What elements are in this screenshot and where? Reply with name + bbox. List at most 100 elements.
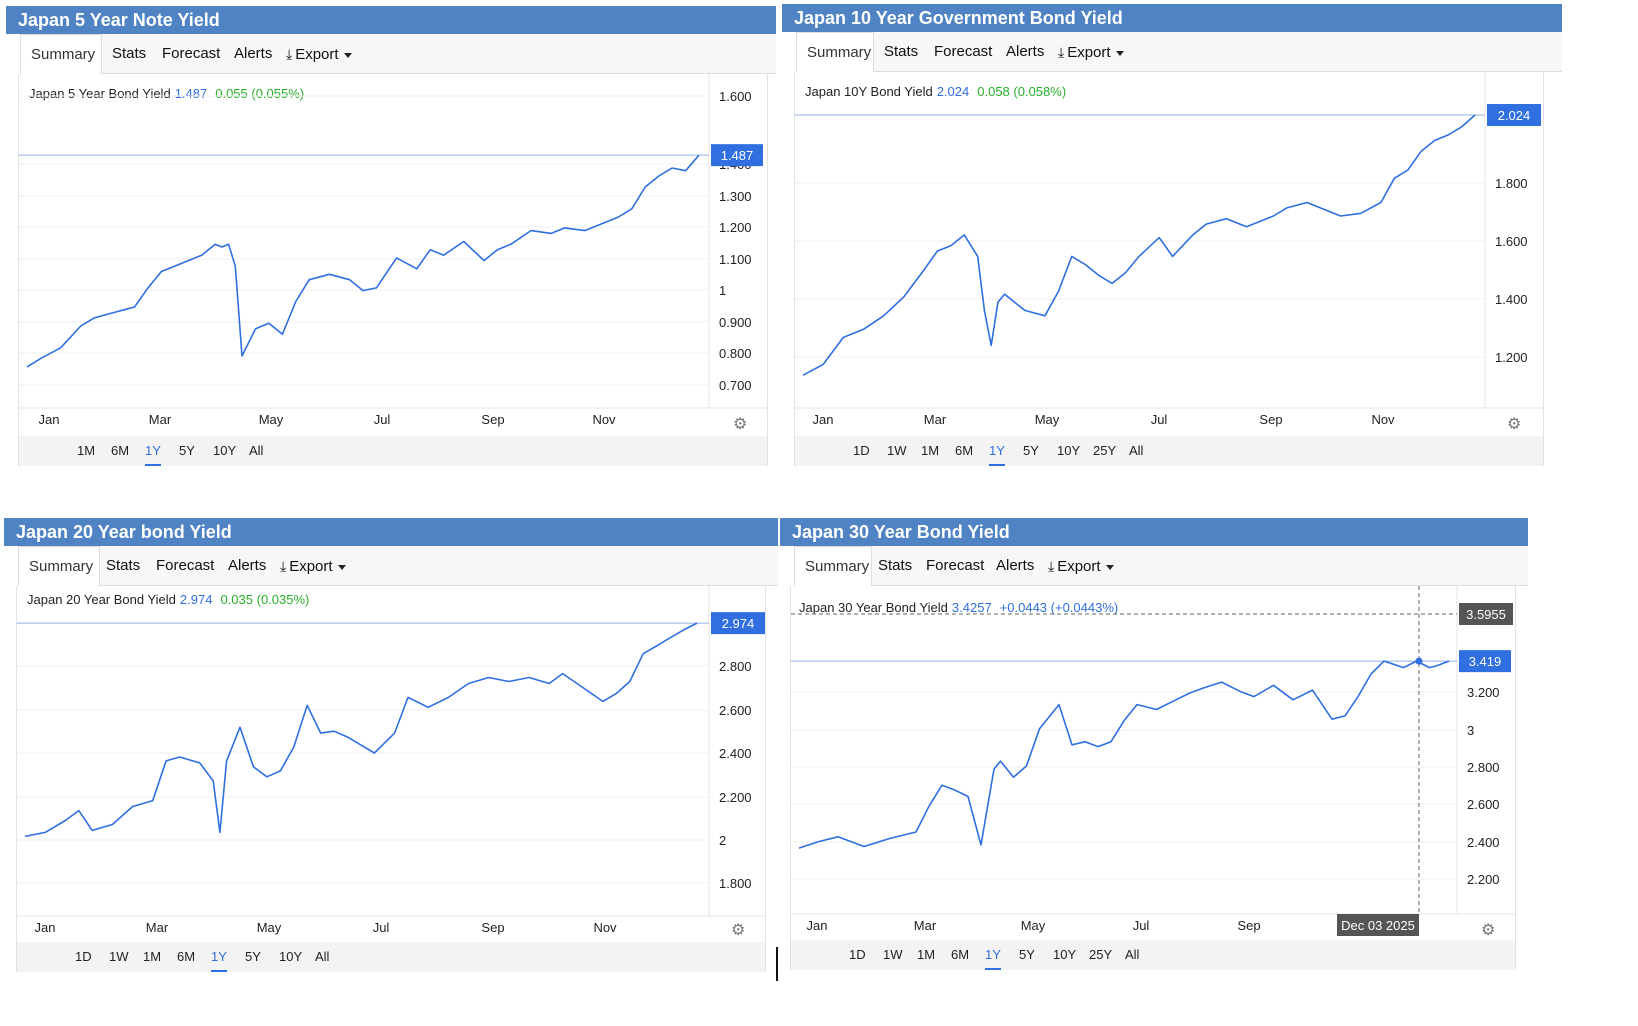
gear-icon[interactable]: ⚙ <box>733 416 748 433</box>
tab-stats[interactable]: Stats <box>112 45 147 62</box>
x-tick-label: Jan <box>35 920 56 935</box>
range-button-1m[interactable]: 1M <box>917 947 936 962</box>
tab-bar: Summary Stats Forecast Alerts ⤓ Export <box>794 546 1528 586</box>
legend-name: Japan 20 Year Bond Yield <box>27 592 176 607</box>
tab-stats[interactable]: Stats <box>106 557 141 574</box>
range-button-1d[interactable]: 1D <box>75 949 92 964</box>
tab-forecast[interactable]: Forecast <box>926 557 985 574</box>
range-button-6m[interactable]: 6M <box>111 443 130 458</box>
x-tick-label: Nov <box>1371 412 1395 427</box>
y-tick-label: 2.400 <box>1467 835 1500 850</box>
range-button-5y[interactable]: 5Y <box>1019 947 1035 962</box>
range-button-6m[interactable]: 6M <box>955 443 974 458</box>
x-tick-label: Nov <box>592 412 616 427</box>
chart-area: Japan 30 Year Bond Yield 3.4257 +0.0443 (+… <box>790 586 1516 970</box>
y-tick-label: 1.300 <box>719 189 752 204</box>
tab-export-label: Export <box>1057 558 1101 575</box>
tab-alerts[interactable]: Alerts <box>234 45 273 62</box>
tab-bar: Summary Stats Forecast Alerts ⤓ Export <box>796 32 1562 72</box>
range-button-1y[interactable]: 1Y <box>145 436 161 466</box>
tab-export[interactable]: ⤓ Export <box>1058 32 1124 72</box>
y-tick-label: 2.800 <box>1467 760 1500 775</box>
gear-icon[interactable]: ⚙ <box>731 922 746 939</box>
tab-export[interactable]: ⤓ Export <box>280 546 346 586</box>
range-selector: 1M 6M 1Y 5Y 10Y All <box>19 436 767 466</box>
range-button-1m[interactable]: 1M <box>77 443 96 458</box>
range-button-1y[interactable]: 1Y <box>985 940 1001 970</box>
tab-alerts[interactable]: Alerts <box>1006 43 1045 60</box>
legend-value: 2.024 <box>936 84 970 99</box>
range-button-6m[interactable]: 6M <box>177 949 196 964</box>
tab-summary[interactable]: Summary <box>18 546 100 586</box>
panel-title: Japan 20 Year bond Yield <box>4 518 778 546</box>
legend-value: 1.487 <box>174 86 208 101</box>
tab-export[interactable]: ⤓ Export <box>1048 546 1114 586</box>
tab-export-label: Export <box>1067 44 1111 61</box>
x-tick-label: Jul <box>1133 918 1150 933</box>
legend-change: 0.058 (0.058%) <box>977 84 1067 99</box>
price-label: 2.024 <box>1498 108 1531 123</box>
download-icon: ⤓ <box>1048 558 1055 574</box>
x-tick-label: Sep <box>1237 918 1260 933</box>
tab-bar: Summary Stats Forecast Alerts ⤓ Export <box>18 546 778 586</box>
range-selector: 1D 1W 1M 6M 1Y 5Y 10Y All <box>17 942 765 972</box>
range-button-5y[interactable]: 5Y <box>245 949 261 964</box>
x-tick-label: Jul <box>374 412 391 427</box>
yield-chart: 1.6001.4001.3001.2001.10010.9000.8000.70… <box>19 74 767 427</box>
price-label: 2.974 <box>722 616 755 631</box>
range-button-5y[interactable]: 5Y <box>1023 443 1039 458</box>
x-tick-label: Sep <box>481 920 504 935</box>
range-button-5y[interactable]: 5Y <box>179 443 195 458</box>
series-line <box>798 660 1450 849</box>
y-tick-label: 2 <box>719 833 726 848</box>
range-button-6m[interactable]: 6M <box>951 947 970 962</box>
gear-icon[interactable]: ⚙ <box>1507 416 1522 433</box>
tab-forecast[interactable]: Forecast <box>934 43 993 60</box>
caret-down-icon <box>343 52 352 58</box>
y-tick-label: 1.100 <box>719 252 752 267</box>
tab-summary[interactable]: Summary <box>796 32 874 72</box>
tab-forecast[interactable]: Forecast <box>156 557 215 574</box>
legend-change: 0.035 (0.035%) <box>220 592 310 607</box>
range-button-1m[interactable]: 1M <box>921 443 940 458</box>
range-button-10y[interactable]: 10Y <box>213 443 237 458</box>
tab-stats[interactable]: Stats <box>878 557 913 574</box>
tab-forecast[interactable]: Forecast <box>162 45 221 62</box>
legend-change: +0.0443 (+0.0443%) <box>999 600 1119 615</box>
legend-value: 3.4257 <box>951 600 992 615</box>
range-button-25y[interactable]: 25Y <box>1089 947 1113 962</box>
range-button-all[interactable]: All <box>249 443 264 458</box>
range-button-1w[interactable]: 1W <box>887 443 907 458</box>
range-button-1w[interactable]: 1W <box>883 947 903 962</box>
range-button-1y[interactable]: 1Y <box>989 436 1005 466</box>
range-button-1d[interactable]: 1D <box>849 947 866 962</box>
range-button-10y[interactable]: 10Y <box>279 949 303 964</box>
range-button-1w[interactable]: 1W <box>109 949 129 964</box>
crosshair-value: 3.5955 <box>1466 607 1506 622</box>
chart-legend: Japan 5 Year Bond Yield 1.487 0.055 (0.055… <box>29 86 304 101</box>
range-button-1m[interactable]: 1M <box>143 949 162 964</box>
chart-area: Japan 5 Year Bond Yield 1.487 0.055 (0.055… <box>18 74 768 466</box>
range-button-25y[interactable]: 25Y <box>1093 443 1117 458</box>
tab-alerts[interactable]: Alerts <box>996 557 1035 574</box>
range-button-all[interactable]: All <box>1129 443 1144 458</box>
tab-alerts[interactable]: Alerts <box>228 557 267 574</box>
range-button-10y[interactable]: 10Y <box>1057 443 1081 458</box>
tab-summary[interactable]: Summary <box>20 34 102 74</box>
tab-export[interactable]: ⤓ Export <box>286 34 352 74</box>
y-tick-label: 3 <box>1467 723 1474 738</box>
range-button-all[interactable]: All <box>315 949 330 964</box>
y-tick-label: 1.400 <box>1495 292 1528 307</box>
range-button-10y[interactable]: 10Y <box>1053 947 1077 962</box>
price-label: 1.487 <box>721 148 754 163</box>
tab-export-label: Export <box>289 558 333 575</box>
range-button-all[interactable]: All <box>1125 947 1140 962</box>
tab-summary[interactable]: Summary <box>794 546 872 586</box>
range-button-1d[interactable]: 1D <box>853 443 870 458</box>
chart-area: Japan 20 Year Bond Yield 2.974 0.035 (0.03… <box>16 586 766 972</box>
series-line <box>24 622 698 838</box>
range-button-1y[interactable]: 1Y <box>211 942 227 972</box>
tab-stats[interactable]: Stats <box>884 43 919 60</box>
panel-5y: Japan 5 Year Note Yield Summary Stats Fo… <box>6 6 776 466</box>
gear-icon[interactable]: ⚙ <box>1481 922 1496 939</box>
